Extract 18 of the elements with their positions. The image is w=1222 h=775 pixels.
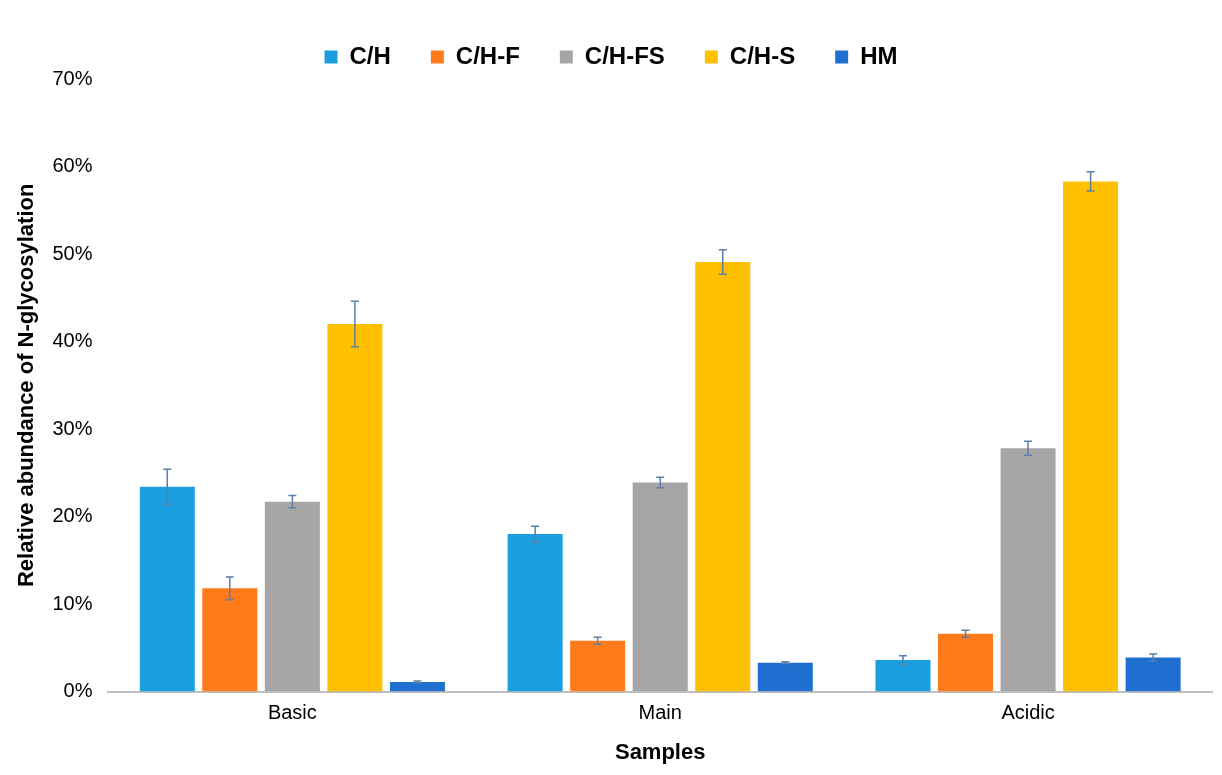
y-tick-label: 40%	[52, 329, 93, 352]
y-axis-title: Relative abundance of N-glycosylation	[13, 183, 39, 588]
y-tick-label: 20%	[52, 504, 93, 527]
y-tick-label: 0%	[63, 679, 93, 702]
x-tick-label: Main	[638, 701, 682, 724]
x-tick-label: Basic	[267, 701, 317, 724]
x-tick-label: Acidic	[1001, 701, 1055, 724]
y-tick-label: 50%	[52, 241, 93, 264]
y-tick-label: 30%	[52, 416, 93, 439]
y-tick-label: 10%	[52, 591, 93, 614]
legend-label: C/H	[349, 41, 391, 69]
x-axis-title: Samples	[614, 738, 706, 764]
legend-label: C/H-S	[729, 41, 796, 69]
y-tick-label: 60%	[52, 154, 93, 177]
y-tick-label: 70%	[52, 66, 93, 89]
legend-label: HM	[860, 41, 898, 69]
legend-label: C/H-FS	[584, 41, 665, 69]
legend-label: C/H-F	[455, 41, 520, 69]
